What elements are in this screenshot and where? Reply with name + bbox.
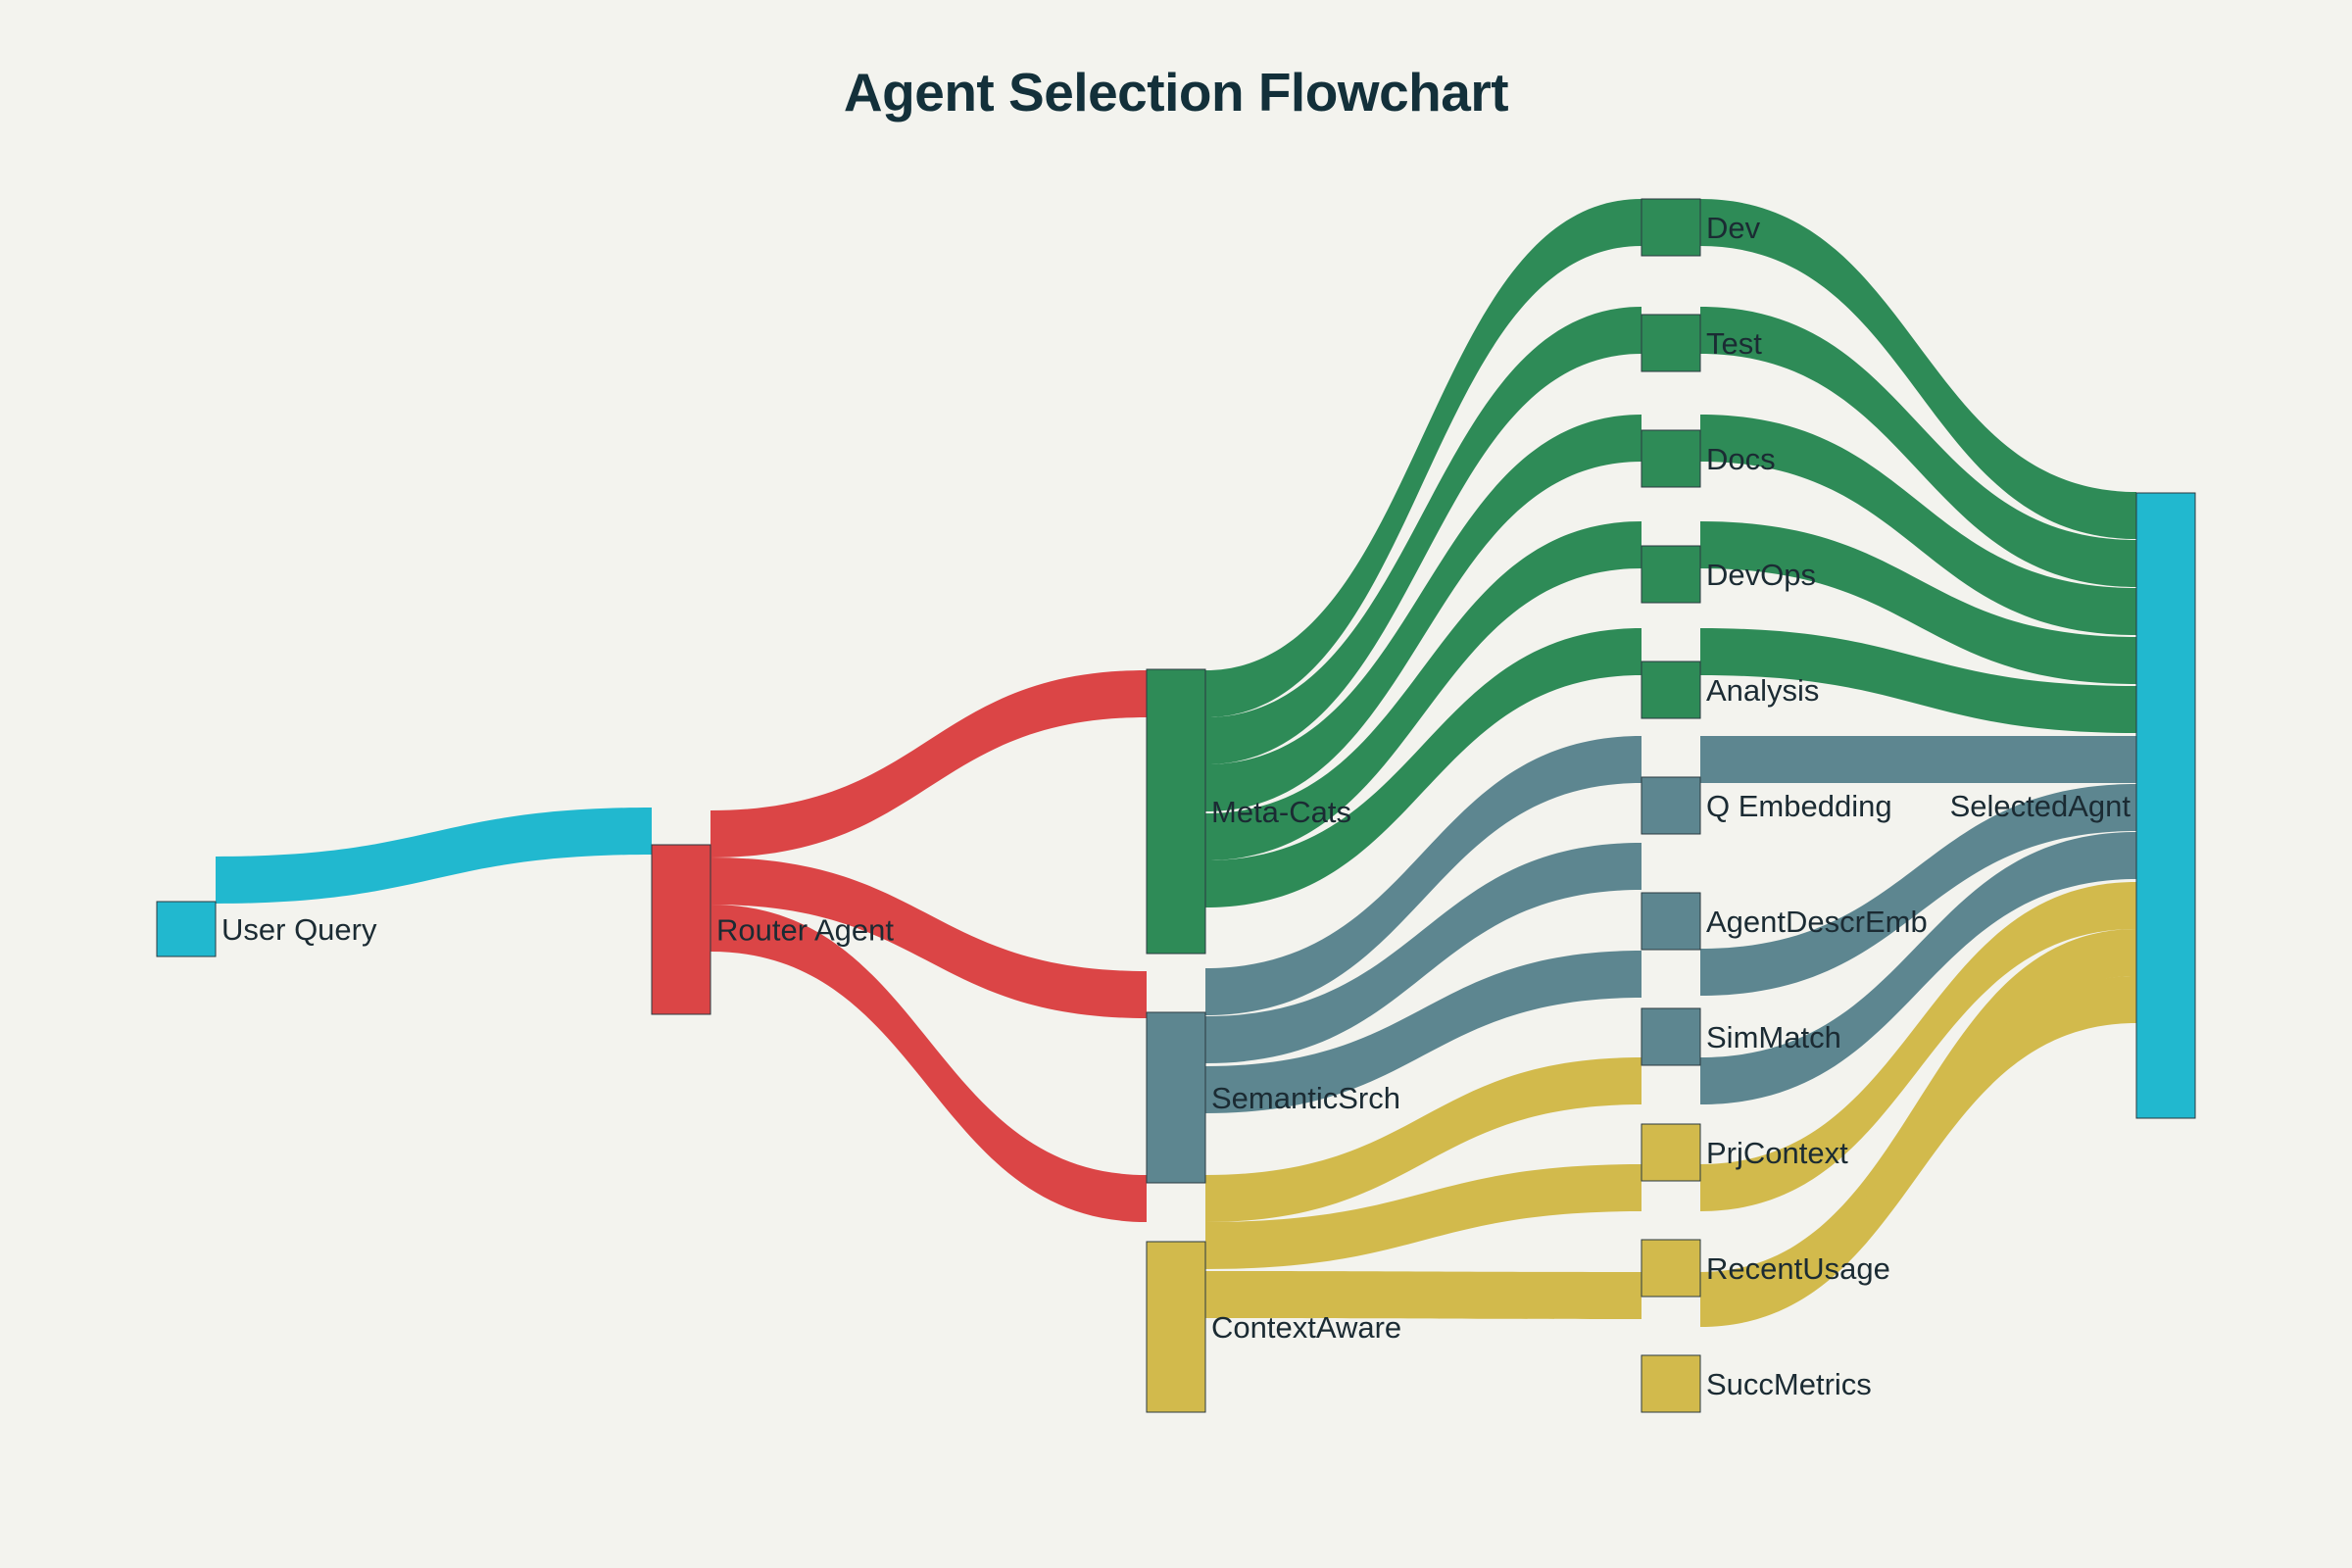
- node-selected-agnt[interactable]: [2135, 492, 2196, 1119]
- link-meta-cats-to-docs[interactable]: [1205, 415, 1642, 811]
- node-sim-match[interactable]: [1641, 1007, 1701, 1066]
- links-layer: [216, 199, 2136, 1327]
- link-analysis-to-selected-agnt[interactable]: [1700, 628, 2136, 733]
- node-label-recent-usage: RecentUsage: [1706, 1251, 1890, 1286]
- chart-title: Agent Selection Flowchart: [843, 62, 1509, 122]
- node-label-context-aware: ContextAware: [1211, 1310, 1401, 1345]
- node-prj-context[interactable]: [1641, 1123, 1701, 1182]
- link-devops-to-selected-agnt[interactable]: [1700, 521, 2136, 684]
- node-label-sim-match: SimMatch: [1706, 1020, 1841, 1054]
- labels-layer: User Query Router Agent Meta-Cats SemanticS…: [221, 211, 2131, 1401]
- node-recent-usage[interactable]: [1641, 1239, 1701, 1298]
- link-router-agent-to-semantic-srch[interactable]: [710, 858, 1147, 1018]
- link-semantic-srch-to-agent-descr-emb[interactable]: [1205, 843, 1642, 1063]
- node-analysis[interactable]: [1641, 661, 1701, 719]
- link-q-embedding-to-selected-agnt[interactable]: [1700, 736, 2136, 783]
- node-label-q-embedding: Q Embedding: [1706, 789, 1892, 823]
- link-router-agent-to-meta-cats[interactable]: [710, 670, 1147, 858]
- node-label-devops: DevOps: [1706, 558, 1816, 592]
- node-context-aware[interactable]: [1146, 1241, 1206, 1413]
- nodes-layer: [156, 198, 2196, 1413]
- link-agent-descr-emb-to-selected-agnt[interactable]: [1700, 784, 2136, 996]
- node-label-docs: Docs: [1706, 442, 1776, 476]
- link-semantic-srch-to-sim-match[interactable]: [1205, 951, 1642, 1113]
- link-meta-cats-to-test[interactable]: [1205, 307, 1642, 764]
- link-test-to-selected-agnt[interactable]: [1700, 307, 2136, 587]
- node-q-embedding[interactable]: [1641, 776, 1701, 835]
- node-label-selected-agnt: SelectedAgnt: [1950, 789, 2132, 823]
- node-label-user-query: User Query: [221, 912, 377, 947]
- node-docs[interactable]: [1641, 429, 1701, 488]
- node-label-agent-descr-emb: AgentDescrEmb: [1706, 905, 1928, 939]
- link-recent-usage-to-selected-agnt[interactable]: [1700, 929, 2136, 1319]
- link-context-aware-to-recent-usage[interactable]: [1205, 1164, 1642, 1269]
- link-meta-cats-to-devops[interactable]: [1205, 521, 1642, 860]
- node-router-agent[interactable]: [651, 844, 711, 1015]
- node-meta-cats[interactable]: [1146, 668, 1206, 955]
- node-label-semantic-srch: SemanticSrch: [1211, 1081, 1400, 1115]
- link-dev-to-selected-agnt[interactable]: [1700, 199, 2136, 539]
- node-label-router-agent: Router Agent: [716, 913, 894, 948]
- link-meta-cats-to-analysis[interactable]: [1205, 628, 1642, 907]
- link-prj-context-to-selected-agnt[interactable]: [1700, 882, 2136, 1211]
- link-semantic-srch-to-q-embedding[interactable]: [1205, 736, 1642, 1015]
- node-succ-metrics[interactable]: [1641, 1354, 1701, 1413]
- node-label-dev: Dev: [1706, 211, 1761, 245]
- node-label-succ-metrics: SuccMetrics: [1706, 1367, 1872, 1401]
- link-router-agent-to-context-aware[interactable]: [710, 905, 1147, 1222]
- node-devops[interactable]: [1641, 545, 1701, 604]
- link-user-query-to-router-agent[interactable]: [216, 808, 652, 904]
- node-semantic-srch[interactable]: [1146, 1011, 1206, 1184]
- node-label-prj-context: PrjContext: [1706, 1136, 1848, 1170]
- node-test[interactable]: [1641, 314, 1701, 372]
- node-dev[interactable]: [1641, 198, 1701, 257]
- link-sim-match-to-selected-agnt[interactable]: [1700, 832, 2136, 1104]
- link-succ-metrics-to-selected-agnt[interactable]: [1700, 976, 2136, 1327]
- node-label-analysis: Analysis: [1706, 673, 1819, 708]
- node-user-query[interactable]: [156, 901, 217, 957]
- node-label-test: Test: [1706, 326, 1762, 361]
- link-docs-to-selected-agnt[interactable]: [1700, 415, 2136, 635]
- node-label-meta-cats: Meta-Cats: [1211, 795, 1351, 829]
- link-context-aware-to-succ-metrics[interactable]: [1205, 1271, 1642, 1319]
- link-meta-cats-to-dev[interactable]: [1205, 199, 1642, 717]
- link-context-aware-to-prj-context[interactable]: [1205, 1057, 1642, 1222]
- node-agent-descr-emb[interactable]: [1641, 892, 1701, 951]
